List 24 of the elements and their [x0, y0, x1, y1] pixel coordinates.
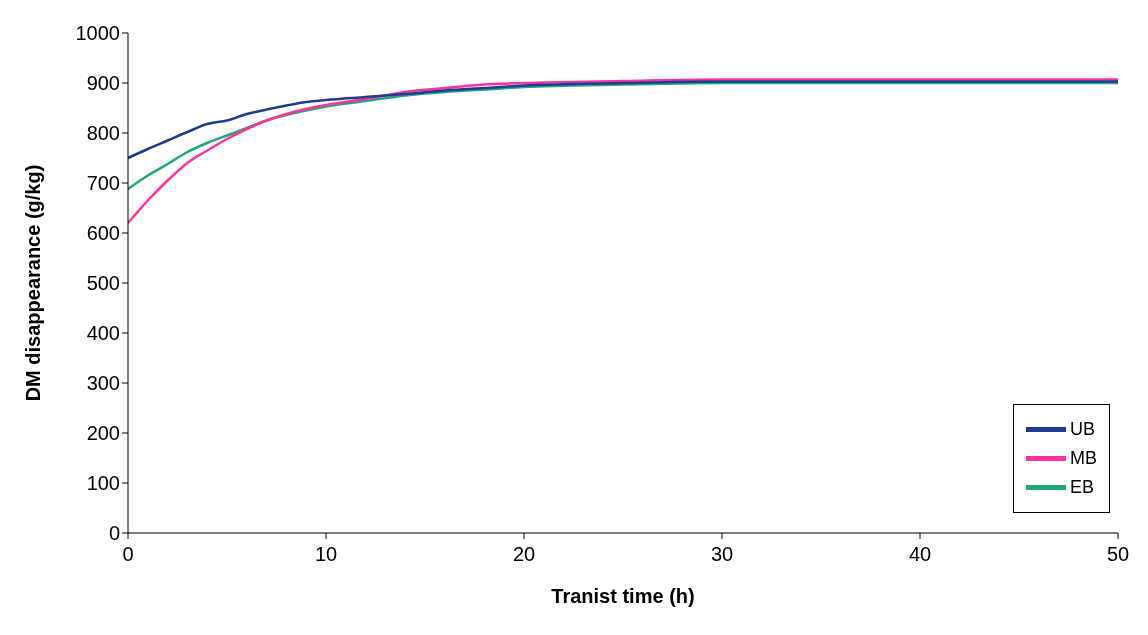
line-series — [128, 80, 1118, 160]
y-tick-label: 900 — [86, 72, 120, 95]
y-tick-label: 400 — [86, 322, 120, 345]
x-tick-label: 40 — [908, 543, 932, 566]
legend-label: MB — [1070, 448, 1097, 469]
y-tick-label: 600 — [86, 222, 120, 245]
y-tick-label: 0 — [108, 522, 120, 545]
x-tick-label: 20 — [512, 543, 536, 566]
y-axis-title: DM disappearance (g/kg) — [22, 164, 45, 402]
x-tick-label: 30 — [710, 543, 734, 566]
line-series — [128, 78, 1118, 225]
y-tick-label: 800 — [86, 122, 120, 145]
y-tick-label: 500 — [86, 272, 120, 295]
x-tick-label: 10 — [314, 543, 338, 566]
y-tick-label: 1000 — [75, 22, 120, 45]
y-tick-label: 100 — [86, 472, 120, 495]
x-tick-label: 50 — [1106, 543, 1130, 566]
x-tick-label: 0 — [122, 543, 134, 566]
legend-label: UB — [1070, 419, 1096, 440]
x-axis-title: Tranist time (h) — [551, 585, 695, 607]
y-tick-label: 700 — [86, 172, 120, 195]
y-tick-label: 300 — [86, 372, 120, 395]
y-tick-label: 200 — [86, 422, 120, 445]
legend-label: EB — [1070, 477, 1095, 498]
